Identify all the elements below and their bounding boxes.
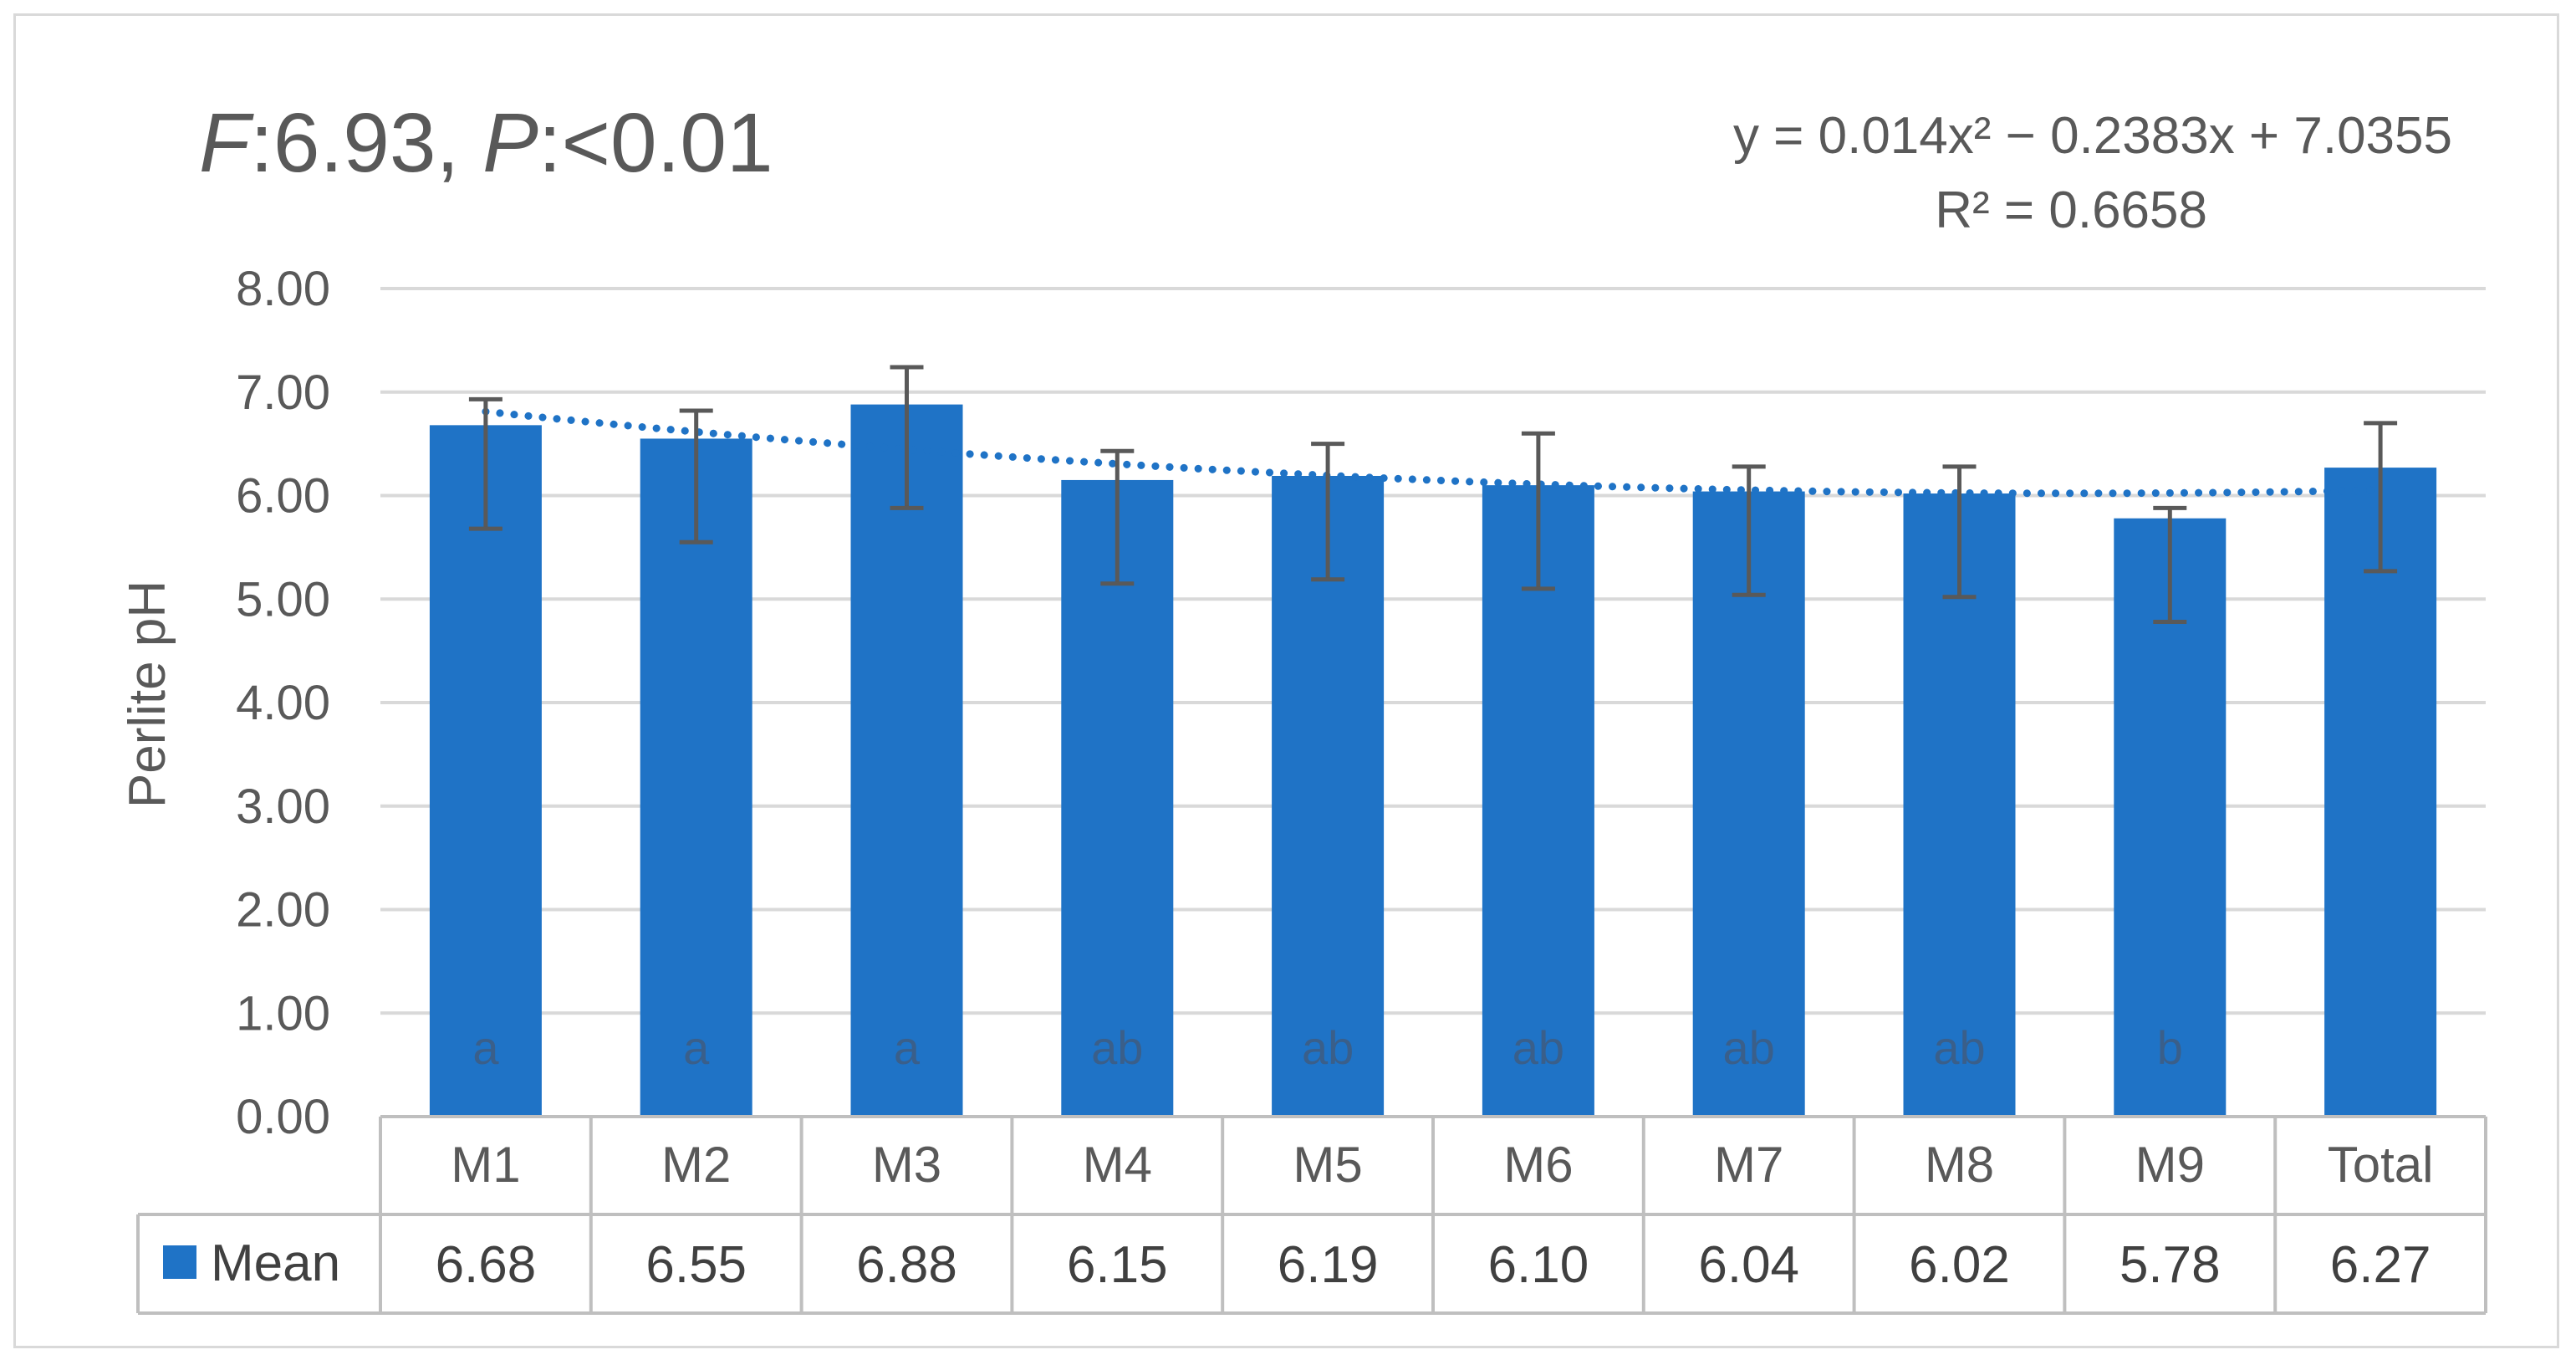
category-label: M9 — [2135, 1137, 2205, 1193]
category-label: M8 — [1925, 1137, 1994, 1193]
category-label: Total — [2328, 1137, 2434, 1193]
value-label: 6.10 — [1488, 1236, 1589, 1294]
category-label: M5 — [1293, 1137, 1362, 1193]
bars — [429, 404, 2437, 1117]
category-label: M7 — [1714, 1137, 1783, 1193]
group-letter: ab — [1723, 1021, 1775, 1074]
y-tick-label: 7.00 — [236, 366, 330, 420]
value-label: 6.68 — [436, 1236, 537, 1294]
y-tick-label: 1.00 — [236, 986, 330, 1040]
bar — [429, 425, 542, 1117]
group-letter: ab — [1933, 1021, 1985, 1074]
value-label: 5.78 — [2119, 1236, 2221, 1294]
trendline-curve — [482, 407, 2385, 498]
legend-label: Mean — [211, 1235, 340, 1292]
group-letters: a a a ab ab ab ab ab b — [472, 1021, 2183, 1074]
category-label: M3 — [872, 1137, 941, 1193]
group-letter: a — [683, 1021, 710, 1074]
category-label: M1 — [451, 1137, 520, 1193]
category-label: M4 — [1083, 1137, 1152, 1193]
value-label: 6.55 — [645, 1236, 747, 1294]
y-tick-label: 4.00 — [236, 676, 330, 730]
data-table: M1 6.68 M2 6.55 M3 6.88 M4 6.15 M5 6.19 M6 6.10 M7 6.… — [136, 1115, 2487, 1315]
group-letter: ab — [1302, 1021, 1354, 1074]
group-letter: b — [2157, 1021, 2183, 1074]
bar — [1272, 475, 1385, 1117]
value-label: 6.27 — [2330, 1236, 2431, 1294]
category-label: M6 — [1503, 1137, 1573, 1193]
legend-swatch — [163, 1245, 196, 1279]
y-tick-label: 2.00 — [236, 883, 330, 938]
trendline-equation: y = 0.014x² − 0.2383x + 7.0355 — [1733, 107, 2452, 165]
value-label: 6.19 — [1278, 1236, 1379, 1294]
group-letter: a — [894, 1021, 921, 1074]
bar — [640, 438, 752, 1117]
y-axis-ticks: 0.00 1.00 2.00 3.00 4.00 5.00 6.00 7.00 8.00 — [236, 262, 330, 1144]
value-label: 6.02 — [1909, 1236, 2010, 1294]
y-axis-label: Perlite pH — [119, 580, 176, 808]
chart-title: F:6.93, P:<0.01 — [199, 96, 773, 190]
y-tick-label: 6.00 — [236, 469, 330, 524]
group-letter: ab — [1091, 1021, 1143, 1074]
bar — [2324, 468, 2437, 1117]
bar — [850, 404, 963, 1117]
y-tick-label: 5.00 — [236, 572, 330, 626]
y-tick-label: 8.00 — [236, 262, 330, 316]
group-letter: ab — [1512, 1021, 1564, 1074]
value-label: 6.15 — [1067, 1236, 1168, 1294]
y-tick-label: 3.00 — [236, 780, 330, 834]
value-label: 6.04 — [1698, 1236, 1799, 1294]
category-label: M2 — [661, 1137, 731, 1193]
y-tick-label: 0.00 — [236, 1090, 330, 1144]
value-label: 6.88 — [856, 1236, 957, 1294]
trendline — [482, 407, 2385, 498]
bar — [1061, 479, 1174, 1117]
error-bars — [468, 365, 2398, 624]
group-letter: a — [472, 1021, 499, 1074]
trendline-r-squared: R² = 0.6658 — [1935, 181, 2207, 239]
